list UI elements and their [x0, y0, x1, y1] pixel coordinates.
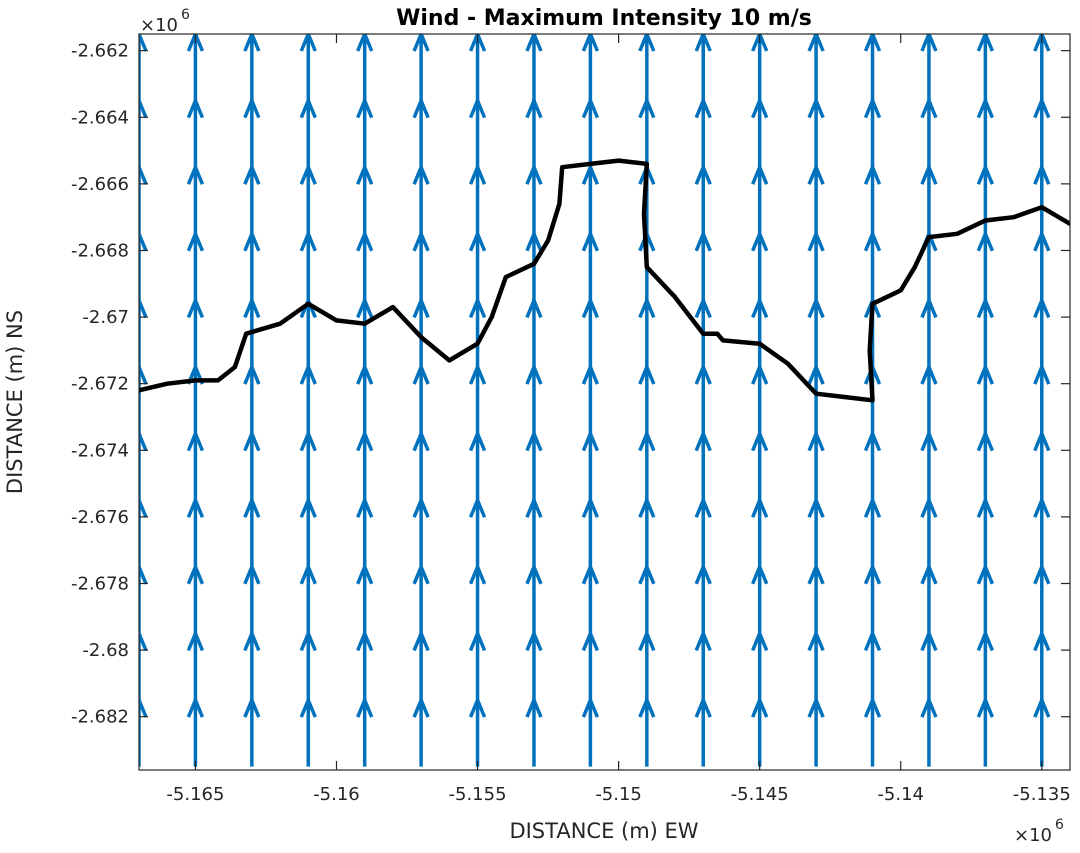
- wind-arrow: [139, 96, 148, 168]
- wind-arrow: [468, 34, 487, 101]
- chart-title: Wind - Maximum Intensity 10 m/s: [396, 6, 812, 31]
- wind-arrow: [299, 34, 317, 101]
- x-tick-label: -5.155: [449, 784, 507, 805]
- coastline-line: [139, 158, 1070, 403]
- x-tick-label: -5.14: [877, 784, 924, 805]
- wind-vector-field: [139, 0, 1051, 767]
- y-tick-label: -2.676: [71, 507, 129, 528]
- wind-arrow: [139, 495, 148, 567]
- y-tick-label: -2.672: [71, 374, 129, 395]
- wind-arrow: [356, 34, 374, 101]
- wind-arrow: [1035, 0, 1049, 34]
- y-axis-exponent: ×10 6: [140, 7, 190, 36]
- y-tick-label: -2.664: [71, 107, 129, 128]
- x-tick-label: -5.135: [1013, 784, 1071, 805]
- y-tick-label: -2.674: [71, 440, 129, 461]
- wind-arrow: [920, 34, 938, 101]
- wind-arrow: [139, 34, 148, 101]
- y-axis-label: DISTANCE (m) NS: [3, 310, 27, 494]
- plot-frame: [138, 33, 1071, 771]
- wind-arrow: [139, 628, 148, 701]
- wind-arrow: [139, 362, 148, 434]
- wind-arrow: [186, 34, 205, 101]
- wind-arrow: [866, 0, 880, 34]
- x-exponent-base: ×10: [1014, 825, 1052, 846]
- wind-arrow: [139, 295, 148, 368]
- wind-arrow: [751, 34, 769, 101]
- wind-arrow: [863, 34, 882, 101]
- x-tick-label: -5.16: [313, 784, 360, 805]
- wind-arrow: [581, 34, 600, 101]
- wind-arrow: [525, 34, 543, 101]
- wind-arrow: [301, 0, 315, 34]
- y-tick-label: -2.668: [71, 240, 129, 261]
- y-tick-label: -2.662: [71, 41, 129, 62]
- wind-arrow: [807, 34, 825, 101]
- wind-arrow: [245, 0, 259, 34]
- y-tick-label: -2.67: [82, 307, 129, 328]
- x-axis-ticks: -5.165 -5.16 -5.155 -5.15 -5.145 -5.14 -5.135: [166, 34, 1071, 805]
- wind-arrow: [978, 0, 992, 34]
- wind-arrow: [358, 0, 372, 34]
- x-tick-label: -5.145: [731, 784, 789, 805]
- wind-arrow: [1033, 34, 1051, 101]
- wind-arrow: [139, 229, 148, 301]
- x-axis-exponent: ×10 6: [1014, 817, 1064, 846]
- wind-arrow: [922, 0, 936, 34]
- x-axis-label: DISTANCE (m) EW: [509, 819, 698, 843]
- wind-arrow: [139, 562, 148, 634]
- y-tick-label: -2.666: [71, 174, 129, 195]
- wind-arrow: [638, 34, 656, 101]
- wind-arrow: [243, 34, 261, 101]
- y-tick-label: -2.678: [71, 574, 129, 595]
- y-tick-label: -2.68: [82, 640, 129, 661]
- wind-arrow: [139, 429, 148, 501]
- plot-area: [139, 34, 1070, 770]
- wind-arrow: [976, 34, 994, 101]
- wind-arrow: [412, 34, 430, 101]
- x-tick-label: -5.15: [595, 784, 642, 805]
- y-axis-ticks: -2.662 -2.664 -2.666 -2.668 -2.67 -2.672 -2.67…: [71, 41, 1070, 728]
- y-exponent-base: ×10: [140, 15, 178, 36]
- wind-arrow: [188, 0, 202, 34]
- y-exponent-power: 6: [181, 7, 190, 23]
- x-tick-label: -5.165: [166, 784, 224, 805]
- y-tick-label: -2.682: [71, 707, 129, 728]
- x-exponent-power: 6: [1055, 817, 1064, 833]
- wind-arrow: [139, 695, 148, 767]
- wind-arrow: [139, 162, 148, 234]
- wind-arrow: [694, 34, 712, 101]
